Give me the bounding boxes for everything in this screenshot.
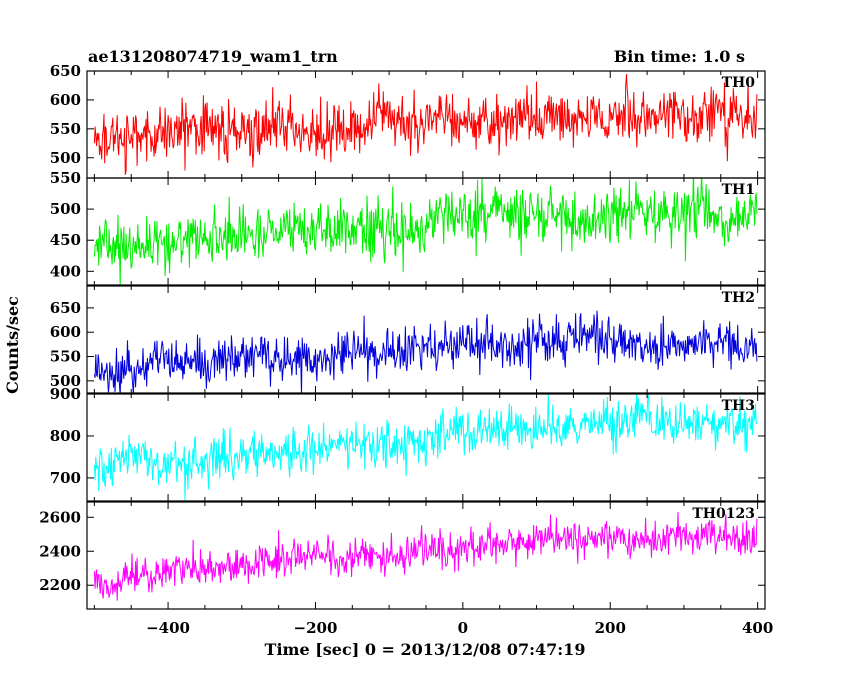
panel-frame bbox=[86, 70, 766, 179]
y-tick-label: 600 bbox=[50, 91, 81, 109]
series-line-th0 bbox=[93, 73, 758, 175]
y-tick-label: 450 bbox=[50, 231, 81, 249]
panels-group: 500 550 600 650 TH0 400 450 500 550 TH1 500 550 600 6… bbox=[39, 62, 773, 637]
y-tick-label: 2600 bbox=[39, 508, 81, 526]
x-tick-label: 0 bbox=[458, 619, 468, 637]
panel-th3: 700 800 900 TH3 bbox=[50, 385, 766, 502]
panel-th1: 400 450 500 550 TH1 bbox=[50, 169, 766, 286]
y-tick-label: 550 bbox=[50, 348, 81, 366]
y-tick-label: 900 bbox=[50, 385, 81, 403]
y-tick-label: 550 bbox=[50, 120, 81, 138]
x-tick-label: −400 bbox=[146, 619, 190, 637]
bin-time-label: Bin time: 1.0 s bbox=[614, 47, 745, 66]
y-tick-label: 400 bbox=[50, 262, 81, 280]
y-tick-label: 650 bbox=[50, 299, 81, 317]
panel-label-th0123: TH0123 bbox=[692, 506, 755, 522]
series-line-th0123 bbox=[93, 511, 758, 601]
y-tick-label: 500 bbox=[50, 372, 81, 390]
y-tick-label: 800 bbox=[50, 427, 81, 445]
y-tick-label: 500 bbox=[50, 149, 81, 167]
y-tick-label: 600 bbox=[50, 323, 81, 341]
x-tick-label: 200 bbox=[595, 619, 626, 637]
panel-th0123: 2200 2400 2600 TH0123 bbox=[39, 501, 766, 610]
series-line-th2 bbox=[93, 310, 758, 393]
series-line-th3 bbox=[93, 394, 758, 501]
y-tick-label: 700 bbox=[50, 469, 81, 487]
panel-label-th2: TH2 bbox=[722, 290, 755, 306]
series-line-th1 bbox=[93, 178, 758, 285]
y-axis-label: Counts/sec bbox=[3, 296, 22, 394]
x-tick-label: 400 bbox=[742, 619, 773, 637]
panel-label-th3: TH3 bbox=[722, 398, 755, 414]
panel-label-th1: TH1 bbox=[722, 182, 755, 198]
y-tick-label: 650 bbox=[50, 62, 81, 80]
x-tick-label: −200 bbox=[294, 619, 338, 637]
panel-th0: 500 550 600 650 TH0 bbox=[50, 62, 766, 179]
y-tick-label: 2200 bbox=[39, 576, 81, 594]
y-tick-label: 500 bbox=[50, 200, 81, 218]
panel-th2: 500 550 600 650 TH2 bbox=[50, 285, 766, 394]
panel-frame bbox=[86, 501, 766, 610]
x-axis-label: Time [sec] 0 = 2013/12/08 07:47:19 bbox=[265, 640, 586, 659]
panel-label-th0: TH0 bbox=[722, 75, 756, 91]
y-tick-label: 550 bbox=[50, 169, 81, 187]
y-tick-label: 2400 bbox=[39, 542, 81, 560]
figure-title: ae131208074719_wam1_trn bbox=[88, 47, 338, 66]
